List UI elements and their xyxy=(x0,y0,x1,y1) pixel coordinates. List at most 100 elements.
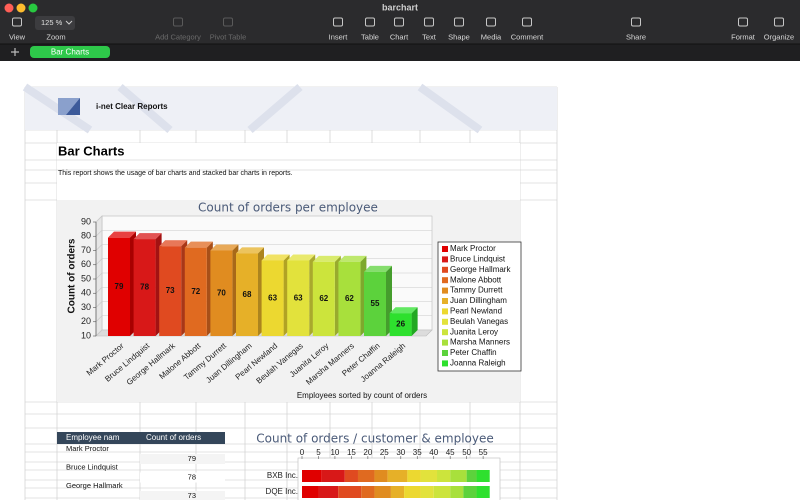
bar xyxy=(312,261,335,336)
toolbar-label[interactable]: Share xyxy=(626,32,646,41)
table-cell: George Hallmark xyxy=(66,481,123,490)
bar-top xyxy=(261,254,290,261)
logo xyxy=(58,98,80,115)
table-header-cell: Count of orders xyxy=(146,433,201,442)
grid-line xyxy=(95,244,103,251)
bar-segment xyxy=(318,486,339,498)
x-tick-label: 5 xyxy=(316,448,321,457)
grid-line xyxy=(95,230,103,237)
toolbar-label[interactable]: Comment xyxy=(511,32,544,41)
legend-swatch xyxy=(442,308,448,315)
legend-swatch xyxy=(442,360,448,367)
x-tick-label: 45 xyxy=(446,448,455,457)
bar-top-shade xyxy=(184,241,213,248)
x-tick-label: 40 xyxy=(429,448,438,457)
toolbar-label[interactable]: Media xyxy=(481,32,502,41)
bar-top xyxy=(236,247,264,254)
y-tick-label: 80 xyxy=(81,231,91,241)
toolbar-icon[interactable] xyxy=(522,17,532,27)
bar-value-label: 26 xyxy=(396,320,405,329)
toolbar-icon[interactable] xyxy=(631,17,641,27)
bar-segment xyxy=(450,486,464,498)
bar-top xyxy=(338,255,367,262)
cell-block xyxy=(57,143,520,200)
toolbar-icon[interactable] xyxy=(738,17,748,27)
bar-top xyxy=(184,241,213,248)
toolbar-icon[interactable] xyxy=(365,17,375,27)
bar-top-shade xyxy=(159,240,188,247)
table-cell: 79 xyxy=(188,454,196,463)
bar-value-label: 72 xyxy=(191,287,200,296)
bar-top-shade xyxy=(133,233,162,240)
toolbar-icon[interactable] xyxy=(12,17,22,27)
table-cell: 78 xyxy=(188,472,196,481)
add-sheet-button[interactable] xyxy=(11,48,19,56)
toolbar-label[interactable]: Zoom xyxy=(46,32,65,41)
legend-label: Pearl Newland xyxy=(450,307,502,316)
zoom-chevron xyxy=(65,20,73,25)
toolbar-icon[interactable] xyxy=(394,17,404,27)
legend-swatch xyxy=(442,350,448,356)
toolbar-label: Add Category xyxy=(155,32,201,41)
bar-top-shade xyxy=(210,244,239,251)
toolbar-label[interactable]: Format xyxy=(731,32,756,41)
toolbar-icon[interactable] xyxy=(774,17,784,27)
minimize-button[interactable] xyxy=(16,3,26,13)
bar-value-label: 62 xyxy=(319,294,328,303)
toolbar-label[interactable]: Text xyxy=(422,32,437,41)
close-button[interactable] xyxy=(4,3,14,13)
legend-swatch xyxy=(442,266,448,273)
legend-label: Juan Dillingham xyxy=(450,296,507,305)
bar-top xyxy=(108,231,136,238)
bar-segment xyxy=(476,486,490,498)
bar xyxy=(133,239,156,336)
toolbar-icon[interactable] xyxy=(424,17,434,27)
bar xyxy=(210,250,233,336)
y-tick-label: BXB Inc. xyxy=(267,471,298,480)
bar-segment xyxy=(476,470,490,482)
bar xyxy=(287,260,310,336)
x-tick-label: 30 xyxy=(396,448,405,457)
zoom-button[interactable] xyxy=(28,3,38,13)
bar-top xyxy=(364,265,392,272)
legend-label: Peter Chaffin xyxy=(450,348,497,357)
grid-line xyxy=(95,329,103,337)
x-tick-label: 20 xyxy=(363,448,372,457)
bar xyxy=(364,271,386,336)
toolbar-label[interactable]: View xyxy=(9,32,26,41)
toolbar-icon[interactable] xyxy=(486,17,496,27)
bar-top-shade xyxy=(236,247,264,254)
toolbar-label[interactable]: Insert xyxy=(329,32,349,41)
legend xyxy=(437,241,522,372)
toolbar-icon xyxy=(173,17,183,27)
tab-bar xyxy=(0,44,800,61)
toolbar-label[interactable]: Shape xyxy=(448,32,470,41)
bar-segment xyxy=(463,486,477,498)
toolbar-label[interactable]: Organize xyxy=(764,32,794,41)
toolbar-icon[interactable] xyxy=(454,17,464,27)
legend-label: George Hallmark xyxy=(450,265,511,274)
x-tick-label: 15 xyxy=(347,448,356,457)
bar xyxy=(338,261,361,336)
bar-segment xyxy=(420,470,438,482)
legend-swatch xyxy=(442,246,448,252)
x-tick-label: 35 xyxy=(413,448,422,457)
y-axis-label: Count of orders xyxy=(67,238,78,313)
toolbar-icon xyxy=(223,17,233,27)
toolbar-icon[interactable] xyxy=(333,17,343,27)
bar-segment xyxy=(387,470,408,482)
bar-top-shade xyxy=(389,307,418,314)
legend-swatch xyxy=(442,298,448,304)
sheet-tab[interactable] xyxy=(30,46,110,58)
bar-segment xyxy=(321,470,345,482)
toolbar xyxy=(0,0,800,44)
bar-value-label: 78 xyxy=(140,283,149,292)
grid-line xyxy=(95,301,103,308)
toolbar-label[interactable]: Chart xyxy=(390,32,409,41)
zoom-box[interactable] xyxy=(35,16,75,30)
legend-swatch xyxy=(442,329,448,336)
bar-segment xyxy=(390,486,405,498)
toolbar-label[interactable]: Table xyxy=(361,32,379,41)
legend-label: Tammy Durrett xyxy=(450,286,503,295)
